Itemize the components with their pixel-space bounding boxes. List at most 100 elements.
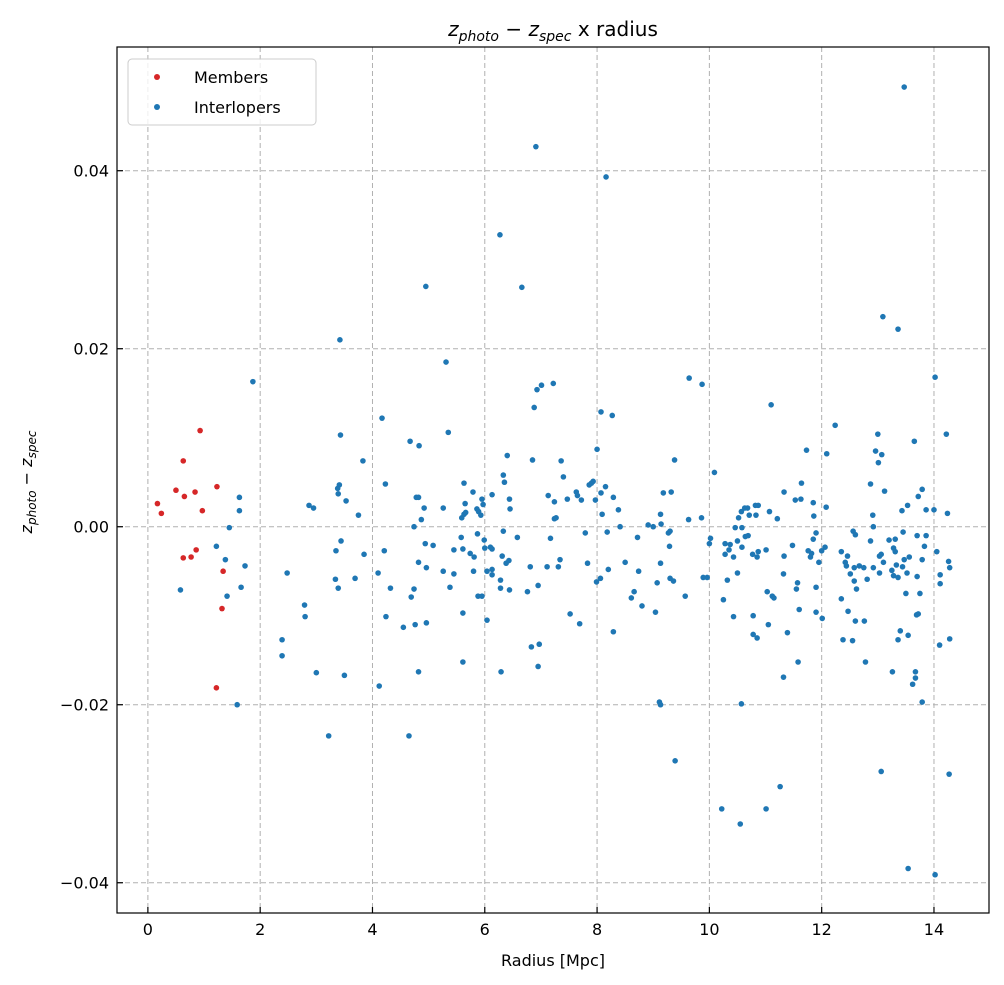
interloper-point: [471, 554, 477, 560]
interloper-point: [224, 593, 230, 599]
interloper-point: [750, 612, 756, 619]
interloper-point: [789, 542, 796, 549]
interloper-point: [754, 554, 760, 560]
interloper-point: [238, 584, 244, 591]
interloper-point: [447, 584, 453, 591]
interloper-point: [421, 505, 427, 511]
interloper-point: [914, 532, 920, 539]
y-tick-label: 0.00: [73, 518, 109, 537]
title-suffix: x radius: [571, 17, 657, 41]
interloper-point: [880, 559, 887, 566]
interloper-point: [745, 532, 751, 539]
interloper-point: [412, 621, 418, 628]
interloper-point: [878, 451, 885, 458]
interloper-point: [739, 544, 745, 550]
interloper-point: [478, 512, 484, 518]
interloper-point: [605, 566, 612, 573]
x-tick-label: 4: [367, 920, 377, 939]
interloper-point: [796, 606, 803, 613]
interloper-point: [177, 587, 184, 593]
interloper-point: [803, 447, 810, 453]
member-point: [193, 547, 199, 553]
interloper-point: [843, 563, 850, 569]
interloper-point: [905, 865, 911, 872]
interloper-point: [823, 450, 830, 457]
interloper-point: [671, 457, 678, 463]
interloper-point: [213, 543, 220, 550]
interloper-point: [919, 699, 925, 705]
interloper-point: [500, 528, 507, 534]
interloper-point: [813, 584, 819, 591]
interloper-point: [375, 570, 381, 576]
interloper-point: [734, 570, 741, 576]
interloper-point: [639, 603, 645, 609]
interloper-point: [337, 432, 344, 438]
interloper-point: [564, 496, 571, 502]
interloper-point: [501, 479, 508, 486]
interloper-point: [682, 593, 689, 599]
title-var2: z: [527, 17, 539, 41]
interloper-point: [460, 659, 466, 665]
interloper-point: [734, 538, 741, 544]
interloper-point: [593, 579, 600, 585]
interloper-point: [598, 490, 604, 496]
interloper-point: [798, 480, 805, 486]
interloper-point: [234, 701, 240, 708]
interloper-point: [498, 669, 504, 675]
interloper-point: [622, 559, 628, 566]
interloper-point: [750, 631, 756, 638]
interloper-point: [423, 620, 430, 626]
interloper-point: [376, 683, 383, 689]
x-tick-label: 6: [480, 920, 490, 939]
interloper-point: [765, 621, 772, 628]
title-sub2: spec: [539, 29, 572, 45]
interloper-point: [915, 493, 922, 500]
interloper-point: [553, 515, 559, 521]
interloper-point: [461, 480, 467, 486]
interloper-point: [753, 512, 759, 518]
interloper-point: [755, 548, 762, 555]
interloper-point: [528, 644, 535, 650]
interloper-point: [722, 551, 728, 558]
interloper-point: [795, 659, 801, 665]
interloper-point: [870, 564, 877, 571]
interloper-point: [869, 512, 876, 518]
interloper-point: [771, 595, 777, 601]
legend-marker-interlopers: [154, 104, 160, 110]
interloper-point: [784, 629, 791, 636]
interloper-point: [527, 563, 534, 570]
interloper-point: [451, 571, 457, 577]
interloper-point: [813, 609, 819, 615]
interloper-point: [727, 541, 733, 548]
y-axis-label: zphoto − zspec: [17, 430, 39, 534]
interloper-point: [558, 458, 564, 464]
interloper-point: [738, 701, 745, 707]
interloper-point: [475, 593, 481, 599]
interloper-point: [236, 494, 243, 501]
interloper-point: [400, 624, 407, 631]
interloper-point: [699, 381, 705, 388]
interloper-point: [604, 529, 610, 535]
interloper-point: [582, 530, 589, 536]
interloper-point: [917, 590, 923, 597]
interloper-point: [458, 534, 464, 541]
interloper-point: [919, 556, 925, 563]
data-points: [154, 84, 953, 878]
interloper-point: [735, 515, 742, 521]
interloper-point: [484, 617, 490, 623]
interloper-point: [672, 758, 678, 764]
interloper-point: [555, 563, 562, 570]
interloper-point: [634, 534, 641, 541]
interloper-point: [923, 507, 929, 513]
interloper-point: [851, 578, 858, 584]
interloper-point: [650, 523, 657, 530]
interloper-point: [657, 701, 664, 708]
interloper-point: [284, 570, 290, 576]
interloper-point: [440, 505, 447, 511]
interloper-point: [945, 558, 952, 565]
interloper-point: [332, 576, 339, 583]
interloper-point: [861, 618, 868, 624]
interloper-point: [730, 554, 737, 560]
interloper-point: [499, 553, 505, 559]
